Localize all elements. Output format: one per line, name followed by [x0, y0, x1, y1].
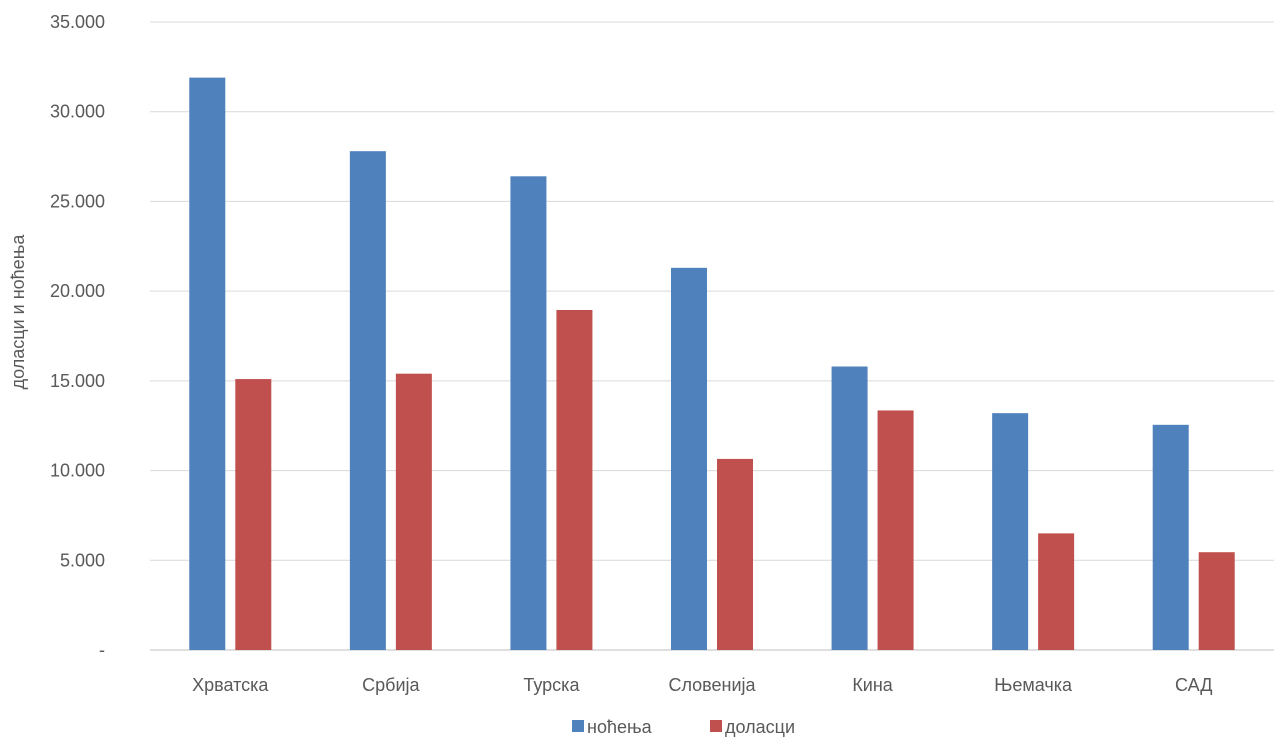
bar-dolasci [1038, 533, 1075, 650]
x-tick-label: Кина [852, 675, 893, 695]
y-tick-label: 5.000 [60, 550, 105, 570]
bar-nocenja [349, 151, 386, 650]
bar-dolasci [556, 309, 593, 650]
legend-swatch [710, 720, 722, 732]
x-axis-ticks: Хрватска Србија Турска Словенија Кина Њемачка… [192, 675, 1212, 695]
y-tick-label: 25.000 [50, 191, 105, 211]
y-axis-label: доласци и ноћења [8, 234, 28, 390]
y-tick-label: - [99, 640, 105, 660]
y-tick-label: 20.000 [50, 281, 105, 301]
y-tick-label: 30.000 [50, 102, 105, 122]
bar-dolasci [1198, 552, 1235, 650]
bar-nocenja [671, 267, 707, 650]
bar-dolasci [877, 410, 914, 650]
y-axis-ticks: - 5.000 10.000 15.000 20.000 25.000 30.000 35.0… [50, 12, 105, 660]
y-tick-label: 15.000 [50, 371, 105, 391]
x-tick-label: Словенија [668, 675, 756, 695]
bar-nocenja [189, 77, 226, 650]
x-tick-label: САД [1175, 675, 1212, 695]
x-tick-label: Њемачка [994, 675, 1073, 695]
x-tick-label: Хрватска [192, 675, 269, 695]
bar-nocenja [992, 413, 1029, 650]
bar-nocenja [510, 176, 547, 650]
bar-nocenja [831, 366, 868, 650]
legend-swatch [572, 720, 584, 732]
legend: ноћења доласци [572, 717, 795, 737]
legend-label: доласци [725, 717, 795, 737]
bars [189, 77, 1235, 650]
y-tick-label: 10.000 [50, 461, 105, 481]
bar-nocenja [1152, 424, 1189, 650]
legend-label: ноћења [587, 717, 653, 737]
gridlines [150, 21, 1274, 651]
bar-dolasci [395, 373, 432, 650]
y-tick-label: 35.000 [50, 12, 105, 32]
bar-dolasci [235, 379, 272, 650]
x-tick-label: Турска [523, 675, 580, 695]
x-tick-label: Србија [362, 675, 420, 695]
bar-dolasci [717, 458, 753, 650]
